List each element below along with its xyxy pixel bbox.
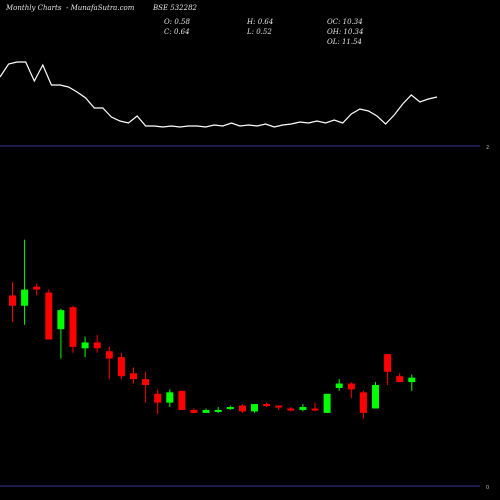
candle-body [359,392,367,413]
candle [214,407,222,413]
candle [142,371,150,403]
candle-body [311,408,319,411]
candle [178,390,186,410]
candle-body [287,408,295,411]
candle [396,373,404,383]
candle [251,404,258,413]
candle [93,335,101,353]
candle-body [154,393,162,403]
candle-body [238,405,246,412]
candle [408,374,416,391]
candle [57,308,65,359]
oc-value: OC: 10.34 [327,18,363,26]
candle-body [178,390,186,410]
candle [384,354,392,385]
candle [238,404,246,413]
candle-body [384,354,392,372]
ol-value: OL: 11.54 [327,38,363,46]
candle-body [142,379,150,385]
high-value: H: 0.64 [247,18,274,26]
candle [372,382,379,409]
candle-body [9,295,16,306]
candle-body [57,310,65,330]
candle-body [372,385,379,409]
candle-body [190,409,198,413]
candle-body [69,307,77,347]
candle [117,352,125,380]
candle [166,389,174,408]
candle [263,402,271,408]
candle [359,390,367,419]
candle [130,367,137,384]
candle [287,407,295,412]
candle-body [347,383,355,390]
candle [81,336,89,358]
candle [347,382,355,399]
candle-body [299,407,307,410]
candle-body [105,351,113,359]
candle [335,379,343,391]
candle [299,404,307,412]
candle-body [396,376,404,383]
candle-body [251,404,258,412]
open-value: O: 0.58 [164,18,190,26]
close-value: C: 0.64 [164,28,190,36]
candle-body [214,409,222,412]
candle-body [408,377,416,383]
candle-body [130,373,137,380]
candle [105,346,113,380]
site-name: - MunafaSutra.com [66,4,135,12]
candle-body [202,409,210,413]
candle [9,282,16,322]
candle-body [45,292,53,340]
candle-body [226,407,234,410]
candle [33,283,41,296]
lower-axis-tick: 0 [486,485,489,491]
oh-value: OH: 10.34 [327,28,364,36]
low-value: L: 0.52 [247,28,272,36]
candle-body [166,392,174,403]
candle [311,402,319,412]
candle-body [21,289,29,306]
candle-body [335,383,343,388]
candle [21,239,29,325]
candle-body [93,342,101,349]
candle [275,405,283,410]
candle-body [81,342,89,349]
candle-body [263,404,271,407]
candle [45,289,53,340]
candle [226,405,234,410]
candle [323,393,331,413]
candle [154,389,162,415]
candle [202,408,210,413]
candle-body [117,357,125,377]
candle [190,408,198,413]
symbol-label: BSE 532282 [153,4,197,12]
candle-body [323,393,331,413]
upper-axis-tick: 2 [486,145,489,151]
candle-body [275,405,283,408]
indicator-line [0,61,438,128]
candle [69,305,77,353]
candle-body [33,286,41,290]
brand-title: Monthly Charts [6,4,62,12]
